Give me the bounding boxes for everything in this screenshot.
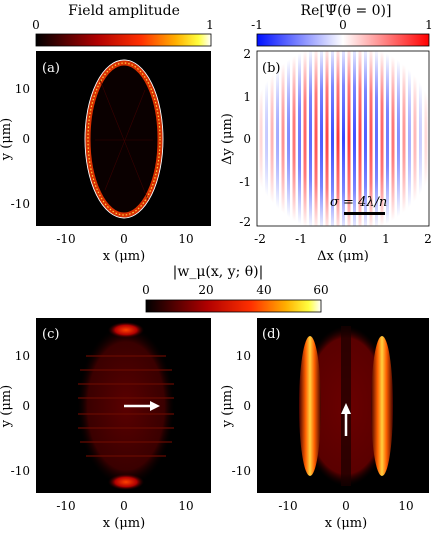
panel-d-right-lobe	[371, 336, 393, 476]
panel-a-tag: (a)	[42, 61, 60, 76]
panel-b-xtick: -2	[254, 232, 266, 246]
colorbar-title-re-psi: Re[Ψ̃(θ = 0)]	[301, 3, 392, 19]
panel-c-xtick: -10	[56, 499, 75, 513]
panel-c-fringes	[78, 355, 174, 457]
colorbar-tick: 40	[256, 283, 271, 297]
panel-a-ytick: 0	[22, 132, 30, 146]
colorbar-min-label: -1	[251, 18, 263, 32]
panel-b-tag: (b)	[262, 61, 280, 76]
panel-b-frame	[256, 50, 430, 227]
panel-b-envelope-fade	[257, 51, 429, 226]
panel-a-xtick: 10	[178, 232, 193, 246]
panel-c-top-lobe	[108, 322, 144, 338]
panel-c-xlabel: x (μm)	[103, 516, 145, 531]
colorbar-hot-gradient	[145, 299, 322, 313]
panel-b-ytick: 0	[243, 132, 251, 146]
colorbar-re-psi: Re[Ψ̃(θ = 0)] -1 0 1	[251, 3, 433, 47]
panel-d-ytick: 10	[236, 349, 251, 363]
colorbar-field-amplitude: Field amplitude 0 1	[32, 3, 214, 47]
panel-c-xtick: 0	[120, 499, 128, 513]
panel-d-xtick: 10	[398, 499, 413, 513]
panel-a-xtick: 0	[120, 232, 128, 246]
panel-a-ytick: -10	[11, 197, 30, 211]
panel-c-ytick: -10	[11, 464, 30, 478]
panel-b-xtick: 1	[382, 232, 390, 246]
panel-b-ytick: 2	[243, 47, 251, 61]
panel-c-ytick: 10	[15, 349, 30, 363]
colorbar-min-label: 0	[32, 18, 40, 32]
panel-a-ytick: 10	[15, 82, 30, 96]
panel-b-ytick: -2	[239, 215, 251, 229]
colorbar-tick: 0	[142, 283, 150, 297]
panel-d-left-lobe	[299, 336, 321, 476]
colorbar-max-label: 1	[206, 18, 214, 32]
colorbar-tick: 20	[198, 283, 213, 297]
panel-c-ytick: 0	[22, 399, 30, 413]
panel-b-scale-bar	[344, 212, 385, 215]
panel-d-xlabel: x (μm)	[325, 516, 367, 531]
panel-d-xtick: 0	[342, 499, 350, 513]
colorbar-title-w-mu: |w_μ(x, y; θ)|	[173, 264, 264, 280]
panel-a-boundary	[84, 59, 164, 219]
panel-a-xlabel: x (μm)	[103, 249, 145, 264]
panel-d: (d) 10 0 -10 -10 0 10 x (μm) y (μm)	[220, 318, 429, 531]
panel-d-arrow-icon	[341, 403, 351, 436]
colorbar-w-mu: |w_μ(x, y; θ)| 0 20 40 60	[142, 264, 329, 313]
panel-c-xtick: 10	[178, 499, 193, 513]
panel-c-ylabel: y (μm)	[0, 385, 14, 428]
panel-b-xtick: 2	[424, 232, 432, 246]
panel-b-ylabel: Δy (μm)	[220, 113, 235, 165]
panel-a-ring-highlight	[87, 62, 161, 216]
panel-d-tag: (d)	[262, 327, 280, 342]
panel-d-xtick: -10	[278, 499, 297, 513]
colorbar-hot-gradient	[35, 33, 212, 47]
panel-a-ylabel: y (μm)	[0, 118, 14, 161]
panel-b-ytick: 1	[243, 90, 251, 104]
panel-a-xtick: -10	[56, 232, 75, 246]
colorbar-max-label: 1	[425, 18, 433, 32]
panel-b-xtick: -1	[295, 232, 307, 246]
panel-c-arrow-icon	[124, 401, 160, 411]
panel-b-ytick: -1	[239, 175, 251, 189]
colorbar-tick: 60	[313, 283, 328, 297]
panel-a-interior-rays	[95, 79, 153, 201]
panel-b-xlabel: Δx (μm)	[317, 249, 369, 264]
panel-d-ylabel: y (μm)	[220, 385, 235, 428]
panel-c: (c) 10 0 -10 -10 0 10 x (μm) y (μm)	[0, 318, 211, 531]
panel-a: (a) 10 0 -10 -10 0 10 x (μm) y (μm)	[0, 51, 211, 264]
panel-c-bottom-lobe	[108, 474, 144, 490]
panel-b: (b) σ = 4λ/n 2 1 0 -1 -2 -2 -1 0 1 2 Δx …	[220, 47, 432, 264]
panel-b-xtick: 0	[339, 232, 347, 246]
panel-d-ytick: -10	[232, 464, 251, 478]
colorbar-mid-label: 0	[339, 18, 347, 32]
colorbar-title-field-amplitude: Field amplitude	[68, 3, 180, 19]
panel-b-sigma-label: σ = 4λ/n	[330, 195, 387, 210]
panel-c-tag: (c)	[42, 327, 59, 342]
colorbar-bwr-gradient	[256, 33, 430, 47]
panel-d-ytick: 0	[243, 399, 251, 413]
